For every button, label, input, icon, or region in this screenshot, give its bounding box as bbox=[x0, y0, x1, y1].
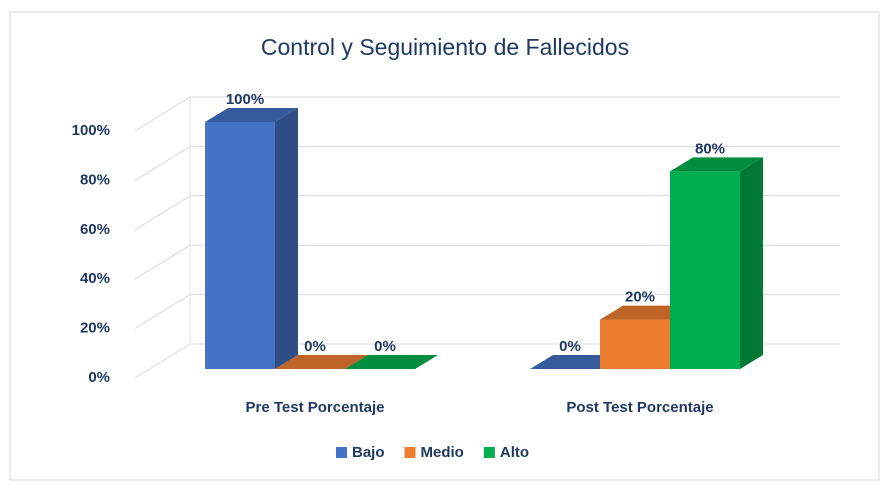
bar bbox=[205, 108, 298, 369]
legend-label: Medio bbox=[421, 444, 464, 461]
y-tick-label: 60% bbox=[80, 221, 110, 238]
legend-label: Bajo bbox=[352, 444, 385, 461]
y-tick-label: 0% bbox=[88, 369, 110, 386]
data-label: 0% bbox=[559, 338, 581, 355]
legend-label: Alto bbox=[500, 444, 529, 461]
bar bbox=[530, 355, 623, 369]
bar-top bbox=[670, 157, 763, 172]
bar bbox=[345, 355, 438, 369]
y-tick-label: 40% bbox=[80, 270, 110, 287]
legend-swatch bbox=[483, 447, 495, 458]
y-tick-label: 100% bbox=[72, 122, 110, 139]
y-tick-label: 20% bbox=[80, 320, 110, 337]
bar-side bbox=[275, 108, 298, 369]
data-label: 0% bbox=[304, 338, 326, 355]
bar-top bbox=[275, 355, 368, 369]
bar-top bbox=[530, 355, 623, 369]
bar-front bbox=[600, 319, 670, 369]
x-tick-label: Post Test Porcentaje bbox=[566, 399, 713, 416]
data-label: 80% bbox=[695, 140, 725, 157]
legend-swatch bbox=[336, 447, 347, 458]
legend-swatch bbox=[404, 447, 416, 458]
x-tick-label: Pre Test Porcentaje bbox=[246, 399, 385, 416]
bar-top bbox=[600, 305, 693, 320]
bar bbox=[275, 355, 368, 369]
bar-side bbox=[740, 157, 763, 369]
bar-front bbox=[205, 122, 275, 369]
bar-front bbox=[670, 171, 740, 369]
chart-title: Control y Seguimiento de Fallecidos bbox=[261, 34, 629, 60]
data-label: 20% bbox=[625, 289, 655, 306]
bar bbox=[670, 157, 763, 369]
data-label: 100% bbox=[226, 91, 264, 108]
bar-top bbox=[205, 108, 298, 122]
data-label: 0% bbox=[374, 338, 396, 355]
bar-top bbox=[345, 355, 438, 369]
y-tick-label: 80% bbox=[80, 171, 110, 188]
